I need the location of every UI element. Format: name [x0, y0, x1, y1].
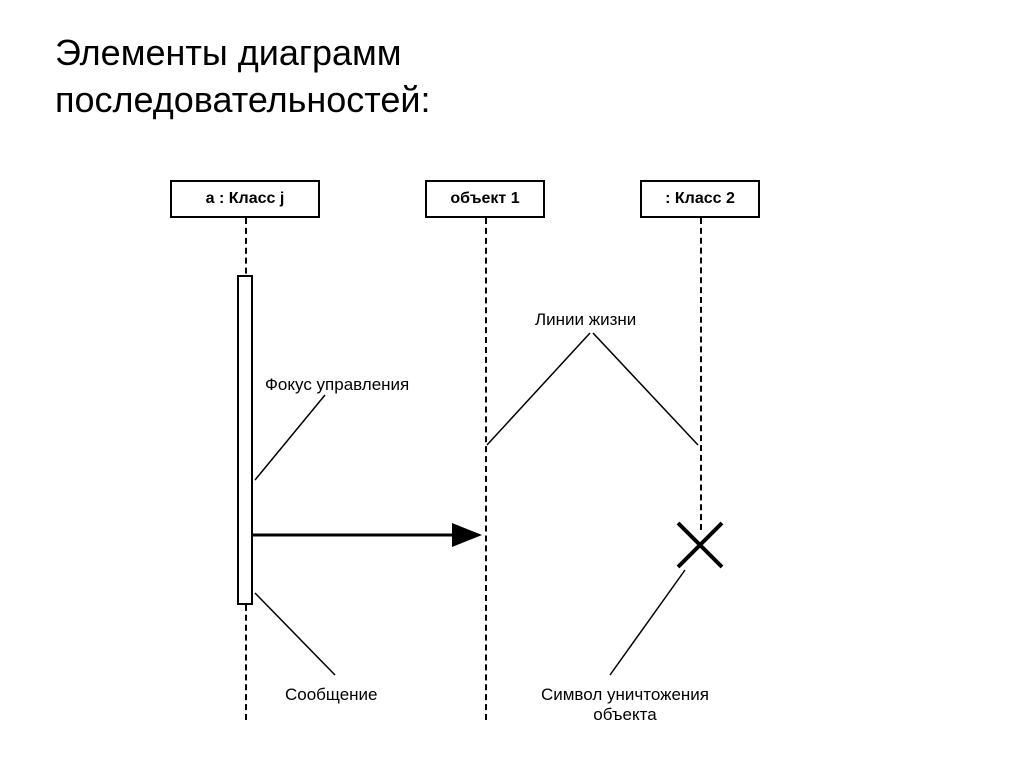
page-title: Элементы диаграмм последовательностей: [55, 30, 431, 124]
sequence-diagram: a : Класс j объект 1 : Класс 2 Линии жиз… [55, 175, 969, 735]
object-box-class2: : Класс 2 [640, 180, 760, 218]
title-line-2: последовательностей: [55, 79, 431, 120]
activation-bar [237, 275, 253, 605]
object-label: объект 1 [450, 190, 519, 207]
object-box-1: объект 1 [425, 180, 545, 218]
diagram-lines-overlay [55, 175, 969, 735]
object-label: : Класс 2 [665, 190, 735, 207]
lifeline-obj1 [485, 218, 487, 720]
object-box-a: a : Класс j [170, 180, 320, 218]
label-lifelines: Линии жизни [535, 310, 636, 330]
object-label: a : Класс j [206, 190, 285, 207]
label-focus: Фокус управления [265, 375, 409, 395]
label-message: Сообщение [285, 685, 378, 705]
lifeline-class2 [700, 218, 702, 530]
label-destroy: Символ уничтожения объекта [520, 685, 730, 725]
title-line-1: Элементы диаграмм [55, 32, 402, 73]
